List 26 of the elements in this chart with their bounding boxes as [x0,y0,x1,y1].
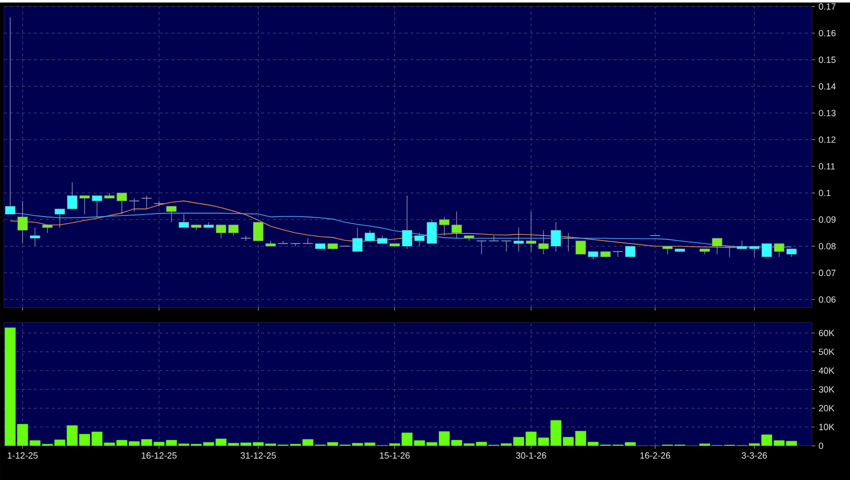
y-tick-label: 0.07 [818,269,836,276]
x-tick-label: 16-2-26 [640,452,670,458]
y-tick-label: 0.14 [818,82,836,90]
y-tick-label: 0.08 [818,242,836,250]
x-tick-label: 3-3-26 [742,452,767,458]
y-tick-label: 0.15 [818,56,836,63]
y-tick-label: 0.1 [818,190,831,196]
y-tick-label: 10K [819,424,834,430]
x-tick-label: 16-12-25 [142,452,177,458]
x-tick-label: 31-12-25 [240,452,276,458]
y-tick-label: 30K [818,386,834,392]
y-tick-label: 0.17 [818,3,836,10]
y-tick-label: 20K [818,404,834,412]
y-tick-label: 40K [818,367,834,374]
y-tick-label: 0.09 [818,216,836,223]
y-tick-label: 0 [818,442,824,449]
y-tick-label: 50K [818,348,834,355]
y-tick-label: 0.11 [818,162,835,170]
x-tick-label: 15-1-26 [380,452,410,458]
y-tick-label: 60K [818,330,834,336]
y-tick-label: 0.06 [818,296,836,302]
x-tick-label: 1-12-25 [8,452,38,458]
x-tick-label: 30-1-26 [516,452,546,458]
y-tick-label: 0.13 [818,110,836,116]
y-tick-label: 0.12 [818,136,836,143]
y-tick-label: 0.16 [818,30,836,36]
